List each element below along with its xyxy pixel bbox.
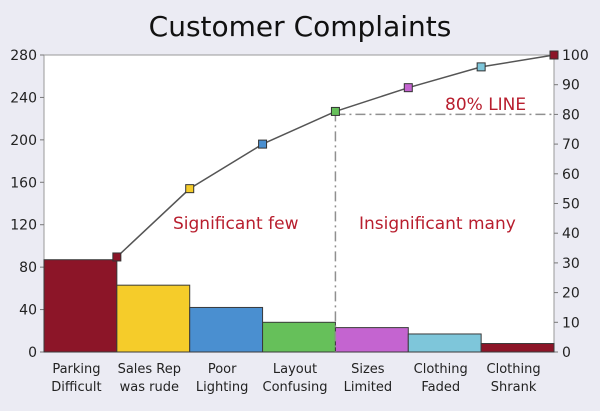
left-tick-label: 0 (28, 345, 37, 361)
bar (480, 343, 555, 353)
cumulative-marker (258, 139, 268, 149)
cumulative-marker (476, 62, 486, 72)
chart-title: Customer Complaints (149, 10, 452, 43)
left-tick-label: 80 (19, 260, 37, 276)
right-tick-label: 20 (562, 286, 580, 302)
cumulative-marker (185, 184, 195, 194)
right-tick-label: 40 (562, 226, 580, 242)
cumulative-marker (112, 252, 122, 262)
category-label: Difficult (51, 380, 101, 395)
cumulative-line (112, 50, 559, 262)
bar (262, 321, 336, 353)
bar (116, 284, 191, 353)
left-tick-label: 240 (10, 90, 37, 106)
right-tick-label: 90 (562, 78, 580, 94)
right-tick-label: 100 (562, 48, 589, 64)
bars (43, 259, 555, 353)
category-label: Lighting (196, 380, 249, 395)
bar (407, 333, 482, 353)
bar (334, 327, 409, 353)
right-tick-label: 50 (562, 197, 580, 213)
category-label: Clothing (414, 362, 468, 377)
category-label: Clothing (487, 362, 541, 377)
right-tick-label: 60 (562, 167, 580, 183)
left-tick-label: 280 (10, 48, 37, 64)
cumulative-marker (330, 106, 340, 116)
right-tick-label: 30 (562, 256, 580, 272)
cumulative-marker (403, 83, 413, 93)
category-label: Sales Rep (118, 362, 181, 377)
bar (43, 259, 118, 353)
left-tick-label: 40 (19, 303, 37, 319)
cumulative-marker (549, 50, 559, 60)
category-label: Poor (208, 362, 237, 377)
threshold-lines (334, 111, 554, 352)
category-label: Confusing (263, 380, 328, 395)
category-labels: Parking Difficult Sales Rep was rude Poor Lig… (51, 362, 540, 395)
left-tick-label: 160 (10, 175, 37, 191)
bar (189, 306, 264, 353)
right-tick-label: 0 (562, 345, 571, 361)
right-tick-label: 10 (562, 315, 580, 331)
category-label: Sizes (351, 362, 385, 377)
insignificant-many-label: Insignificant many (359, 214, 516, 234)
significant-few-label: Significant few (173, 214, 299, 234)
left-tick-label: 120 (10, 218, 37, 234)
right-axis-ticks: 0 10 20 30 40 50 60 70 80 90 100 (554, 48, 589, 361)
right-tick-label: 70 (562, 137, 580, 153)
left-axis-ticks: 0 40 80 120 160 200 240 280 (10, 48, 44, 361)
category-label: Layout (273, 362, 317, 377)
left-tick-label: 200 (10, 133, 37, 149)
threshold-label: 80% LINE (445, 95, 526, 115)
category-label: Limited (344, 380, 392, 395)
right-tick-label: 80 (562, 107, 580, 123)
category-label: Shrank (491, 380, 537, 395)
category-label: was rude (120, 380, 179, 395)
category-label: Parking (52, 362, 100, 377)
category-label: Faded (421, 380, 460, 395)
